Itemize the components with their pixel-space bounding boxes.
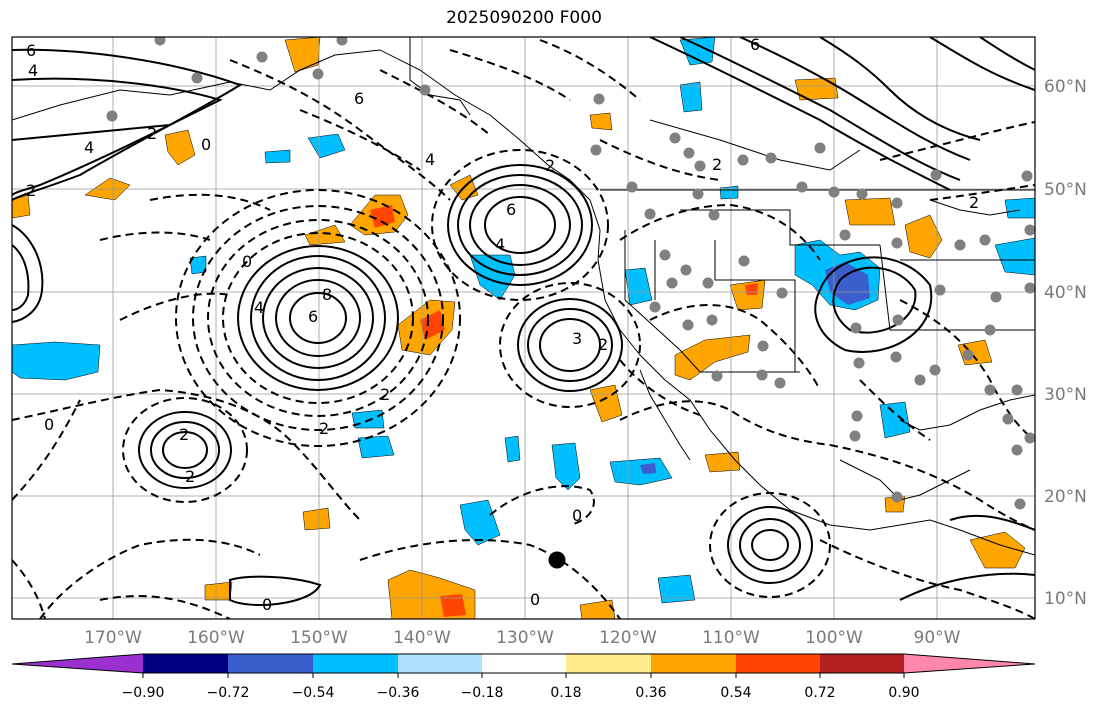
colorbar-label: 0.54 xyxy=(720,685,751,701)
contour-label: 4 xyxy=(28,61,38,80)
lon-label: 120°W xyxy=(599,628,657,648)
colorbar-extend-left xyxy=(12,654,143,673)
colorbar-label: −0.36 xyxy=(377,685,420,701)
colorbar-segment xyxy=(482,654,566,673)
contour-label: 4 xyxy=(84,138,94,157)
map-frame xyxy=(11,36,1036,620)
contour-label: 2 xyxy=(26,181,36,200)
colorbar-segment xyxy=(820,654,904,673)
contour-label: 0 xyxy=(44,415,54,434)
lon-label: 100°W xyxy=(805,628,863,648)
contour-label: 6 xyxy=(26,41,36,60)
contour-label: 6 xyxy=(354,89,364,108)
contour-label: 4 xyxy=(425,150,435,169)
contour-label: 2 xyxy=(147,124,157,143)
colorbar-label: 0.90 xyxy=(888,685,919,701)
colorbar-extend-right xyxy=(904,654,1035,673)
lon-label: 140°W xyxy=(393,628,451,648)
longitude-labels: 170°W 160°W 150°W 140°W 130°W 120°W 110°… xyxy=(84,628,961,648)
colorbar-label: 0.36 xyxy=(635,685,666,701)
contour-label: 0 xyxy=(530,590,540,609)
latitude-labels: 60°N 50°N 40°N 30°N 20°N 10°N xyxy=(1044,77,1087,609)
contour-label: 0 xyxy=(572,506,582,525)
contour-label: 0 xyxy=(242,252,252,271)
colorbar-segment xyxy=(143,654,228,673)
colorbar-segment xyxy=(566,654,651,673)
contour-label: 2 xyxy=(969,193,979,212)
contour-labels: 6 4 2 0 4 2 6 4 0 6 4 2 8 6 4 2 0 2 2 0 … xyxy=(26,35,979,614)
colorbar: −0.90 −0.72 −0.54 −0.36 −0.18 0.18 0.36 … xyxy=(11,653,1036,701)
contour-label: 0 xyxy=(201,135,211,154)
contour-lines xyxy=(12,37,1035,619)
station-dots xyxy=(106,37,1035,510)
contour-label: 2 xyxy=(545,156,555,175)
contour-label: 2 xyxy=(380,385,390,404)
grid-lines xyxy=(12,37,1035,619)
contour-label: 6 xyxy=(308,307,318,326)
storm-center-marker xyxy=(548,551,566,569)
lon-label: 90°W xyxy=(914,628,961,648)
lon-label: 170°W xyxy=(84,628,142,648)
contour-label: 4 xyxy=(495,235,505,254)
lat-label: 40°N xyxy=(1044,283,1087,303)
colorbar-segment xyxy=(313,654,398,673)
colorbar-label: 0.72 xyxy=(804,685,835,701)
colorbar-label: −0.90 xyxy=(122,685,165,701)
contour-label: 2 xyxy=(319,419,329,438)
contour-label: 6 xyxy=(506,200,516,219)
colorbar-label: −0.72 xyxy=(207,685,250,701)
lat-label: 30°N xyxy=(1044,385,1087,405)
colorbar-label: −0.18 xyxy=(461,685,504,701)
chart-title: 2025090200 F000 xyxy=(446,8,602,28)
contour-label: 6 xyxy=(750,35,760,54)
lon-label: 150°W xyxy=(290,628,348,648)
lon-label: 160°W xyxy=(187,628,245,648)
contour-label: 2 xyxy=(712,155,722,174)
lon-label: 110°W xyxy=(702,628,760,648)
colorbar-label: 0.18 xyxy=(550,685,581,701)
contour-label: 0 xyxy=(262,595,272,614)
map-area xyxy=(12,37,1035,619)
lat-label: 50°N xyxy=(1044,180,1087,200)
contour-label: 2 xyxy=(179,425,189,444)
contour-label: 2 xyxy=(185,467,195,486)
colorbar-label: −0.54 xyxy=(292,685,335,701)
lat-label: 20°N xyxy=(1044,487,1087,507)
colorbar-segment xyxy=(228,654,313,673)
contour-label: 4 xyxy=(254,298,264,317)
lat-label: 10°N xyxy=(1044,589,1087,609)
lon-label: 130°W xyxy=(496,628,554,648)
colorbar-segment xyxy=(736,654,820,673)
contour-label: 2 xyxy=(598,335,608,354)
contour-label: 8 xyxy=(322,285,332,304)
lat-label: 60°N xyxy=(1044,77,1087,97)
contour-label: 3 xyxy=(572,329,582,348)
colorbar-segment xyxy=(651,654,736,673)
colorbar-segment xyxy=(398,654,482,673)
